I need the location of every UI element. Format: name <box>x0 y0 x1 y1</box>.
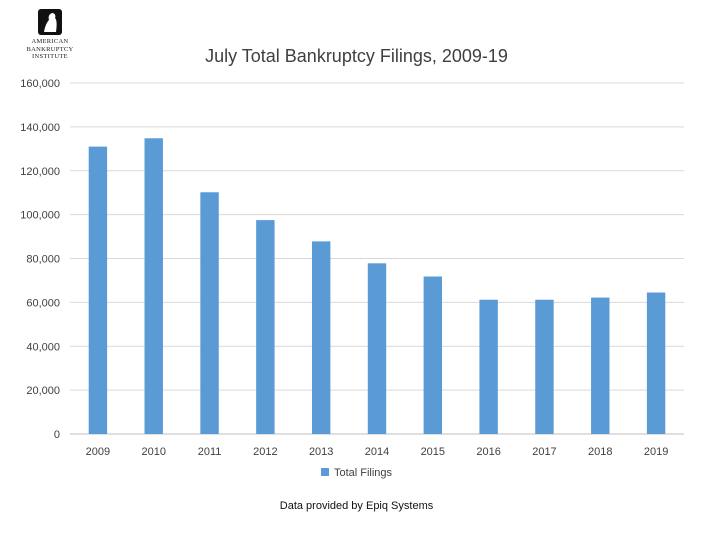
y-axis-ticks: 0 20,000 40,000 60,000 80,000 100,000 120,000 1… <box>20 78 60 441</box>
bar-2018 <box>591 297 610 434</box>
x-tick-label: 2015 <box>421 446 445 458</box>
gridlines <box>70 82 684 435</box>
x-tick-label: 2016 <box>476 446 500 458</box>
x-tick-label: 2019 <box>644 446 668 458</box>
x-tick-label: 2018 <box>588 446 612 458</box>
bar-2009 <box>88 146 108 434</box>
bar-2017 <box>535 299 554 434</box>
y-tick-label: 120,000 <box>20 166 60 178</box>
x-axis-ticks: 2009 2010 2011 2012 2013 2014 2015 2016 2017 2018… <box>86 446 669 458</box>
y-tick-label: 140,000 <box>20 122 60 134</box>
x-tick-label: 2017 <box>532 446 556 458</box>
legend-label: Total Filings <box>333 467 393 479</box>
bars <box>88 138 666 434</box>
chart-title: July Total Bankruptcy Filings, 2009-19 <box>205 46 508 66</box>
logo-text: AMERICAN BANKRUPTCY INSTITUTE <box>22 38 78 61</box>
y-tick-label: 0 <box>54 429 60 441</box>
logo-line: AMERICAN <box>31 38 69 45</box>
x-tick-label: 2010 <box>141 446 165 458</box>
x-tick-label: 2014 <box>365 446 389 458</box>
legend-swatch <box>320 468 329 476</box>
y-tick-label: 160,000 <box>20 78 60 90</box>
bar-2010 <box>144 138 163 434</box>
bar-2019 <box>646 292 666 434</box>
y-tick-label: 20,000 <box>26 385 60 397</box>
data-source-note: Data provided by Epiq Systems <box>279 500 434 512</box>
bar-2013 <box>311 241 331 434</box>
x-tick-label: 2013 <box>309 446 333 458</box>
bar-2016 <box>479 299 498 434</box>
y-tick-label: 100,000 <box>20 210 60 222</box>
x-tick-label: 2012 <box>253 446 277 458</box>
y-tick-label: 40,000 <box>26 341 60 353</box>
logo-line: BANKRUPTCY <box>26 45 74 53</box>
x-tick-label: 2009 <box>86 446 110 458</box>
legend: Total Filings <box>0 467 713 479</box>
bar-2011 <box>200 192 219 434</box>
logo-line: INSTITUTE <box>32 53 68 60</box>
abi-logo-icon <box>38 9 62 35</box>
bar-2012 <box>256 220 275 434</box>
bar-2015 <box>423 276 443 434</box>
bar-2014 <box>367 263 387 434</box>
abi-logo: AMERICAN BANKRUPTCY INSTITUTE <box>22 8 78 61</box>
y-tick-label: 80,000 <box>26 254 60 266</box>
x-tick-label: 2011 <box>198 446 222 458</box>
y-tick-label: 60,000 <box>26 297 60 309</box>
